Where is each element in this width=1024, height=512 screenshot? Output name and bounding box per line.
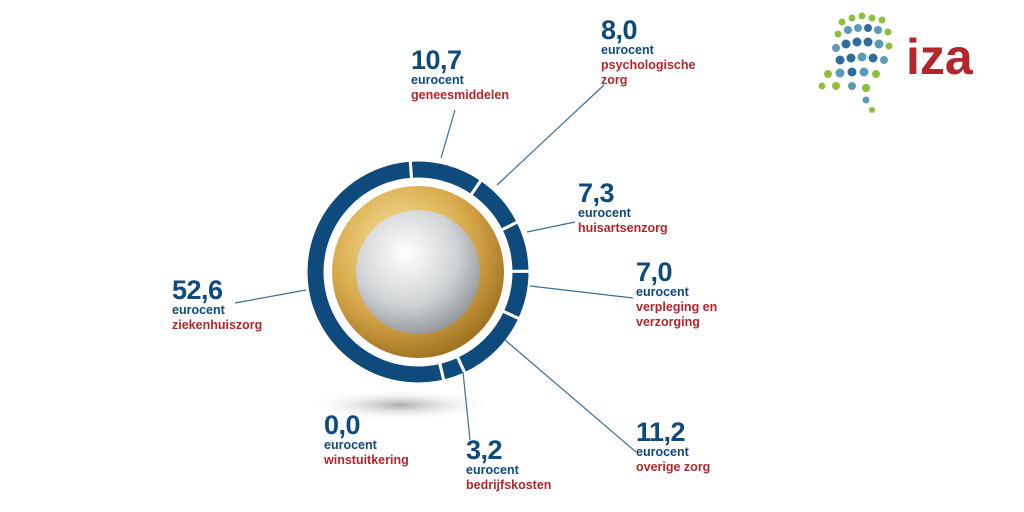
segment-label: 10,7 eurocent geneesmiddelen	[411, 47, 509, 103]
segment-label: 7,3 eurocent huisartsenzorg	[578, 180, 668, 236]
logo-dots	[818, 12, 893, 113]
pie-segment	[304, 158, 446, 386]
value-label: 3,2	[466, 435, 503, 465]
value-label: 7,3	[578, 178, 615, 208]
unit-label: eurocent	[466, 463, 519, 477]
category-label: overige zorg	[636, 460, 711, 474]
leader-line	[504, 339, 637, 453]
leader-line	[496, 84, 605, 186]
unit-label: eurocent	[636, 285, 689, 299]
leader-line	[529, 285, 634, 299]
category-label: psychologische zorg	[601, 58, 696, 87]
logo: iza	[906, 29, 974, 85]
value-label: 8,0	[601, 15, 638, 45]
unit-label: eurocent	[324, 438, 377, 452]
leader-line	[440, 109, 456, 159]
value-label: 11,2	[636, 417, 686, 447]
coin-center	[356, 210, 480, 334]
unit-label: eurocent	[636, 445, 689, 459]
category-label: bedrijfskosten	[466, 478, 552, 492]
segment-label: 8,0 eurocent psychologische zorg	[601, 17, 711, 88]
leader-line	[526, 221, 576, 233]
category-label: geneesmiddelen	[411, 88, 509, 102]
segment-label: 52,6 eurocent ziekenhuiszorg	[172, 277, 262, 333]
unit-label: eurocent	[578, 206, 631, 220]
segment-label: 11,2 eurocent overige zorg	[636, 419, 710, 475]
unit-label: eurocent	[411, 73, 464, 87]
segment-label: 0,0 eurocent winstuitkering	[324, 412, 409, 468]
leaders	[234, 84, 637, 453]
category-label: ziekenhuiszorg	[172, 318, 263, 332]
category-label: verpleging en verzorging	[636, 300, 718, 329]
leader-line	[462, 371, 471, 441]
value-label: 10,7	[411, 45, 462, 75]
segment-label: 7,0 eurocent verpleging en verzorging	[636, 259, 746, 330]
value-label: 52,6	[172, 275, 223, 305]
ring	[304, 158, 532, 386]
coin-shadow	[305, 389, 495, 421]
pie-segment	[499, 219, 532, 273]
value-label: 0,0	[324, 410, 361, 440]
leader-line	[234, 289, 307, 304]
unit-label: eurocent	[601, 43, 654, 57]
category-label: huisartsenzorg	[578, 221, 668, 235]
unit-label: eurocent	[172, 303, 225, 317]
segment-label: 3,2 eurocent bedrijfskosten	[466, 437, 551, 493]
category-label: winstuitkering	[324, 453, 409, 467]
value-label: 7,0	[636, 257, 673, 287]
